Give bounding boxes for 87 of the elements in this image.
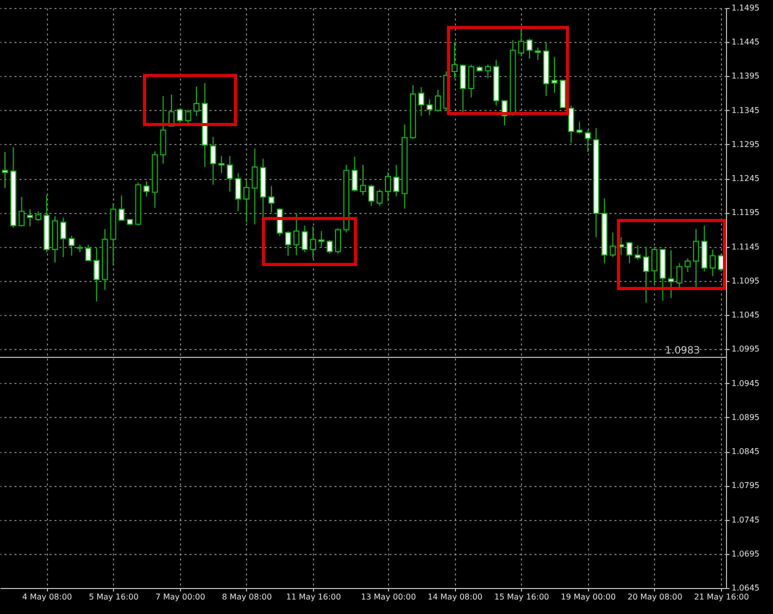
candlestick xyxy=(193,86,200,116)
y-tick-label: 1.1245 xyxy=(732,174,760,184)
candlestick xyxy=(293,212,300,256)
y-tick-label: 1.1445 xyxy=(732,38,760,47)
candlestick xyxy=(285,230,292,256)
y-tick-label: 1.1395 xyxy=(732,72,760,81)
y-tick-label: 1.0645 xyxy=(732,584,760,592)
y-tick-label: 1.0695 xyxy=(732,549,760,558)
candlestick xyxy=(426,98,433,116)
x-tick-label: 20 May 08:00 xyxy=(627,592,682,602)
candlestick xyxy=(210,136,216,186)
y-tick-label: 1.0995 xyxy=(732,344,760,354)
y-tick-label: 1.0945 xyxy=(732,378,760,388)
candlestick xyxy=(518,28,524,57)
candlestick xyxy=(576,121,582,134)
candlestick xyxy=(452,42,458,79)
candlestick xyxy=(368,184,374,206)
y-tick-label: 1.1095 xyxy=(732,276,760,286)
x-tick-label: 8 May 08:00 xyxy=(222,592,272,602)
candlestick xyxy=(693,228,700,288)
candlestick xyxy=(94,247,100,302)
candlestick xyxy=(384,172,391,202)
candlestick xyxy=(610,232,616,258)
y-tick-label: 1.0745 xyxy=(732,515,760,524)
candlestick xyxy=(226,156,233,192)
y-tick-label: 1.0845 xyxy=(732,447,760,456)
candlestick xyxy=(26,208,33,227)
candlestick xyxy=(551,56,558,94)
candlestick xyxy=(85,244,92,262)
candlestick xyxy=(318,230,324,248)
candlestick xyxy=(235,172,242,212)
candlestick xyxy=(526,38,533,59)
y-tick-label: 1.1295 xyxy=(732,140,760,149)
candlestick xyxy=(668,250,674,298)
candlestick xyxy=(534,47,541,60)
candlestick xyxy=(118,195,125,222)
x-tick-label: 19 May 00:00 xyxy=(560,592,616,602)
candlestick xyxy=(710,249,716,277)
x-tick-label: 7 May 00:00 xyxy=(155,592,206,602)
y-tick-label: 1.1495 xyxy=(732,4,760,12)
ref-line-label: 1.0983 xyxy=(665,345,700,356)
candlestick xyxy=(185,109,192,124)
candlestick xyxy=(60,216,66,258)
candlestick xyxy=(35,210,42,222)
candlestick xyxy=(326,240,333,254)
candlestick xyxy=(352,156,358,192)
x-tick-label: 15 May 16:00 xyxy=(494,592,550,602)
candlestick xyxy=(634,244,641,260)
y-tick-label: 1.1345 xyxy=(732,106,760,115)
candlestick xyxy=(676,262,682,288)
candlestick xyxy=(268,186,274,214)
candlestick xyxy=(68,235,75,256)
candlestick xyxy=(2,151,8,189)
y-tick-label: 1.0795 xyxy=(732,481,760,490)
candlestick xyxy=(418,86,424,116)
y-tick-label: 1.1045 xyxy=(732,310,760,320)
candlestick xyxy=(460,64,466,113)
candlestick xyxy=(302,225,308,253)
candlestick xyxy=(218,156,224,174)
candlestick xyxy=(360,164,366,196)
candlestick xyxy=(176,108,183,124)
candlestick xyxy=(376,189,383,206)
candlestick xyxy=(310,226,316,259)
candlestick xyxy=(18,196,25,227)
candlestick xyxy=(393,164,400,197)
candlestick xyxy=(252,148,258,225)
x-tick-label: 4 May 08:00 xyxy=(22,592,72,602)
y-tick-label: 1.0895 xyxy=(732,412,760,422)
y-tick-label: 1.1195 xyxy=(732,208,760,218)
x-tick-label: 11 May 16:00 xyxy=(286,592,341,602)
candlestick xyxy=(335,228,342,254)
y-tick-label: 1.1145 xyxy=(732,242,760,252)
candlestick xyxy=(651,246,658,285)
candlestick xyxy=(584,130,591,152)
candlestick xyxy=(144,180,150,197)
candlestick xyxy=(434,89,441,112)
candlestick xyxy=(243,179,250,223)
candlestick xyxy=(468,64,474,98)
x-tick-label: 13 May 00:00 xyxy=(361,592,416,602)
candlestick xyxy=(484,64,491,79)
x-tick-label: 21 May 16:00 xyxy=(694,592,749,602)
candlestick xyxy=(684,258,691,273)
candlestick xyxy=(568,105,574,144)
candlestick xyxy=(643,246,650,304)
x-tick-label: 14 May 08:00 xyxy=(428,592,483,602)
candlestick xyxy=(626,242,632,264)
x-tick-label: 5 May 16:00 xyxy=(88,592,139,602)
